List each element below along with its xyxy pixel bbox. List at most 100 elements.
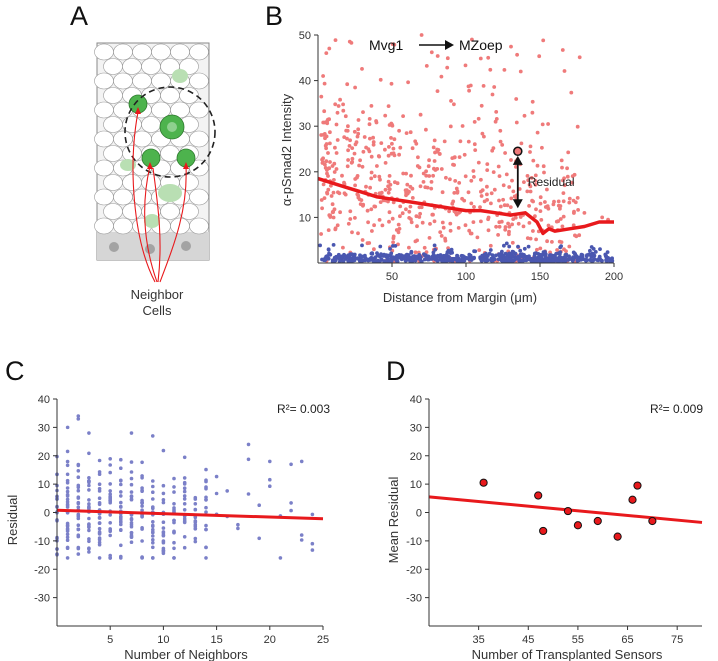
data-point	[587, 252, 592, 257]
data-point	[479, 103, 484, 108]
arrowhead	[135, 107, 141, 114]
data-point	[400, 211, 405, 216]
data-point	[490, 148, 495, 153]
data-point	[479, 194, 484, 198]
data-point	[108, 556, 112, 560]
data-point	[563, 254, 568, 259]
yolk-nucleus	[109, 242, 119, 252]
data-point	[97, 458, 102, 463]
data-point	[388, 247, 392, 251]
data-point	[538, 195, 543, 200]
data-point	[335, 223, 340, 228]
data-point	[480, 131, 485, 136]
data-point	[324, 51, 329, 55]
data-point	[516, 244, 520, 249]
data-point	[334, 151, 339, 155]
data-point	[352, 129, 357, 134]
data-point	[151, 497, 155, 501]
data-point	[204, 523, 208, 528]
ticks-c: 5 10 15 20 25 40 30 20 10 0 -10 -20 -30	[34, 394, 329, 646]
y-tick-label: 30	[38, 422, 50, 434]
data-point	[469, 178, 474, 183]
data-point	[369, 170, 374, 175]
data-point	[391, 151, 396, 156]
data-point	[574, 254, 579, 258]
data-point	[530, 99, 535, 104]
cell-outline	[179, 203, 199, 220]
data-point	[129, 533, 134, 537]
data-point	[319, 232, 323, 236]
data-point	[390, 141, 394, 146]
data-point	[547, 259, 551, 264]
data-point	[476, 160, 481, 165]
data-point	[538, 209, 543, 214]
data-point	[151, 534, 155, 538]
data-point	[368, 185, 372, 190]
data-point	[182, 494, 187, 498]
panel-d: D 35 45 55 65 75 40 30 20 10 0 -10 -20 -30 Number of…	[386, 356, 703, 661]
data-point	[555, 248, 559, 252]
data-point	[324, 134, 329, 139]
data-point	[182, 517, 187, 521]
data-point	[472, 205, 476, 209]
data-point	[579, 252, 584, 257]
data-point	[466, 190, 471, 195]
data-point	[445, 65, 450, 70]
y-tick-label: 20	[38, 451, 50, 463]
data-point	[485, 168, 490, 173]
data-point	[452, 163, 456, 167]
cell-outline	[132, 72, 152, 90]
data-point	[321, 182, 326, 187]
data-point	[473, 148, 478, 153]
data-point	[463, 174, 468, 179]
data-point	[432, 138, 437, 143]
data-point	[327, 213, 332, 218]
neighbor-cell	[141, 148, 161, 168]
data-point	[140, 474, 144, 478]
data-point	[557, 252, 562, 256]
data-point	[341, 259, 346, 264]
data-point	[396, 222, 401, 227]
data-point	[182, 486, 187, 491]
data-point	[504, 241, 509, 246]
data-point	[508, 205, 513, 210]
data-point	[119, 520, 123, 524]
data-point	[449, 99, 453, 103]
data-point	[546, 122, 550, 126]
data-point	[550, 240, 554, 244]
data-point	[328, 141, 332, 146]
data-point	[479, 478, 488, 487]
data-point	[151, 505, 155, 509]
data-point	[108, 497, 112, 502]
data-point	[527, 221, 532, 225]
data-point	[324, 256, 329, 261]
data-point	[413, 239, 418, 244]
cell-outline	[160, 203, 180, 220]
residual-arrowhead-top	[512, 155, 523, 165]
data-point	[129, 431, 134, 435]
data-point	[559, 240, 564, 245]
data-point	[496, 164, 501, 169]
data-point	[557, 255, 562, 260]
data-point	[545, 239, 549, 244]
cell-outline	[132, 188, 152, 206]
data-point	[478, 205, 482, 210]
data-point	[278, 556, 283, 560]
cell-outline	[94, 101, 114, 119]
data-point	[494, 110, 499, 114]
data-point	[193, 507, 198, 512]
data-point	[485, 192, 489, 197]
data-point	[87, 539, 91, 544]
data-point	[541, 164, 546, 169]
data-point	[463, 223, 468, 228]
scatter-points-b-blue	[318, 241, 615, 264]
data-point	[319, 94, 324, 99]
data-point	[336, 255, 341, 260]
data-point	[561, 191, 566, 196]
data-point	[366, 257, 370, 262]
cell-outline	[189, 72, 209, 90]
data-point	[331, 209, 336, 214]
data-point	[383, 187, 388, 192]
data-point	[464, 256, 468, 261]
data-point	[421, 180, 426, 184]
